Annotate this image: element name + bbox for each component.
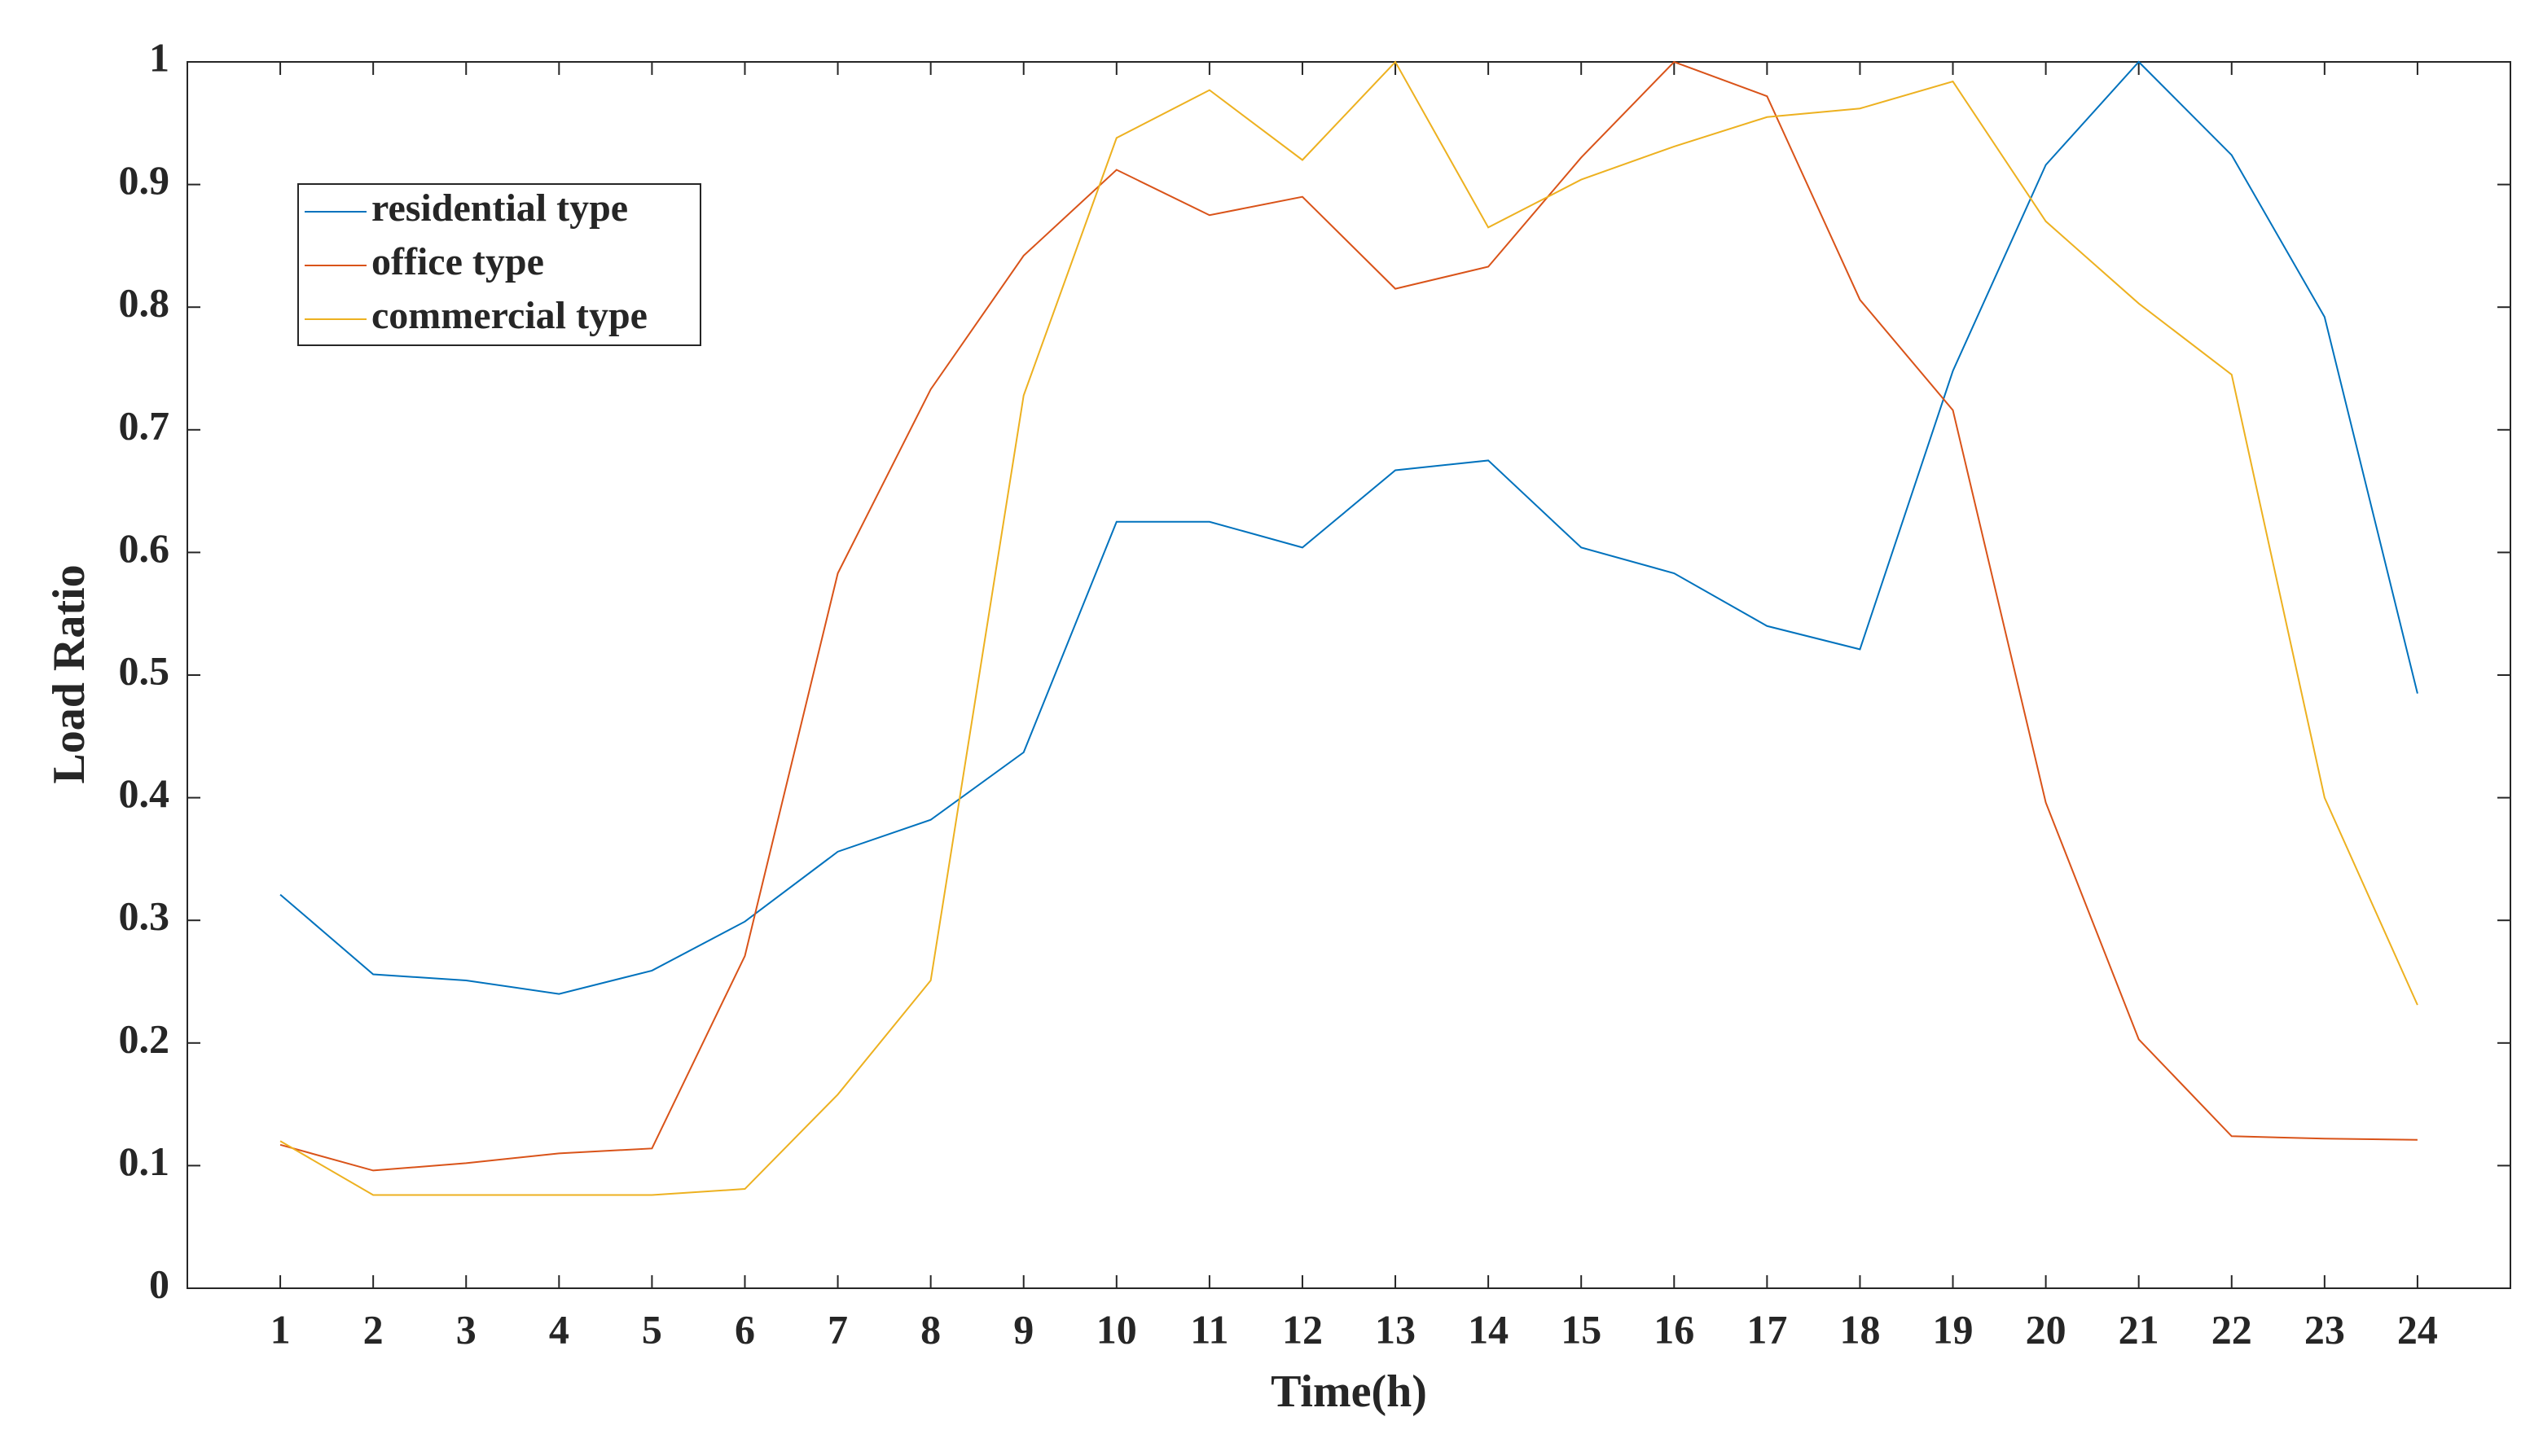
x-tick-label: 9 [1013, 1306, 1034, 1352]
x-tick-label: 8 [920, 1306, 941, 1352]
x-tick-label: 5 [642, 1306, 662, 1352]
x-tick-label: 1 [270, 1306, 291, 1352]
x-tick-label: 18 [1839, 1306, 1880, 1352]
y-tick-label: 1 [149, 34, 169, 80]
x-tick-label: 16 [1654, 1306, 1694, 1352]
x-tick-label: 4 [549, 1306, 569, 1352]
x-tick-label: 15 [1561, 1306, 1601, 1352]
legend-label: office type [371, 240, 544, 283]
x-tick-label: 6 [735, 1306, 755, 1352]
series-line [279, 60, 2418, 995]
legend-label: residential type [371, 186, 628, 230]
x-tick-label: 2 [363, 1306, 384, 1352]
y-tick-label: 0.4 [119, 770, 170, 816]
y-axis-label: Load Ratio [44, 564, 94, 783]
y-tick-label: 0 [149, 1261, 169, 1306]
y-tick-label: 0.6 [119, 525, 170, 571]
x-tick-label: 10 [1096, 1306, 1137, 1352]
y-tick-label: 0.9 [119, 157, 170, 203]
x-tick-label: 23 [2304, 1306, 2345, 1352]
x-tick-label: 14 [1468, 1306, 1509, 1352]
y-tick-label: 0.2 [119, 1015, 170, 1061]
series-line [279, 60, 2418, 1172]
x-tick-label: 22 [2211, 1306, 2252, 1352]
x-tick-label: 21 [2119, 1306, 2159, 1352]
x-tick-label: 3 [456, 1306, 477, 1352]
x-tick-label: 13 [1375, 1306, 1416, 1352]
x-tick-label: 19 [1933, 1306, 1974, 1352]
series-line [279, 60, 2418, 1196]
x-axis-label: Time(h) [1271, 1366, 1427, 1417]
x-tick-label: 17 [1746, 1306, 1787, 1352]
y-tick-label: 0.3 [119, 893, 170, 939]
x-tick-label: 11 [1190, 1306, 1228, 1352]
legend-label: commercial type [371, 294, 648, 337]
x-tick-label: 24 [2397, 1306, 2438, 1352]
y-tick-label: 0.8 [119, 280, 170, 326]
x-tick-label: 7 [828, 1306, 848, 1352]
y-tick-label: 0.5 [119, 647, 170, 693]
y-tick-label: 0.7 [119, 402, 170, 448]
x-tick-label: 20 [2026, 1306, 2066, 1352]
y-tick-label: 0.1 [119, 1138, 170, 1184]
x-tick-label: 12 [1282, 1306, 1323, 1352]
